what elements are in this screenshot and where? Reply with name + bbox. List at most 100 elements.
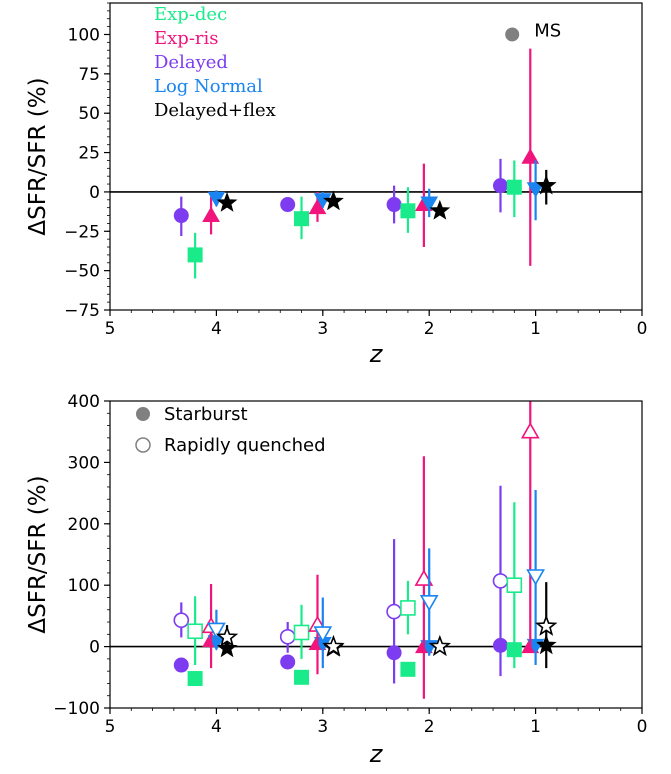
legend-starburst-label: Starburst xyxy=(164,404,248,425)
bottom-data-point xyxy=(520,422,540,439)
top-data-point xyxy=(280,197,296,213)
top-panel: 5 4 3 2 1 0 −75 −50 −25 0 25 50 75 100 Exp-dec Exp-ris… xyxy=(25,2,648,368)
bottom-data-point xyxy=(293,624,310,641)
bottom-y-tick-label: −100 xyxy=(53,699,100,719)
legend-ms-label: MS xyxy=(534,20,561,41)
legend-entry-log-normal: Log Normal xyxy=(154,76,263,97)
bottom-panel: 5 4 3 2 1 0 −100 0 100 200 300 400 Starburst Rapidly… xyxy=(25,392,647,768)
bottom-y-axis-label: ΔSFR/SFR (%) xyxy=(25,475,51,633)
top-legend: Exp-dec Exp-ris Delayed Log Normal Delayed+f… xyxy=(154,4,561,121)
bottom-x-tick-label: 3 xyxy=(317,717,328,737)
top-y-tick-label: −50 xyxy=(64,262,100,282)
bottom-data-point xyxy=(386,603,402,620)
top-x-tick-label: 1 xyxy=(530,319,541,339)
top-data-point xyxy=(216,192,238,212)
top-data-point xyxy=(202,206,220,223)
top-x-tick-label: 4 xyxy=(211,319,222,339)
legend-entry-exp-ris: Exp-ris xyxy=(154,28,219,49)
top-series-delayed-flex xyxy=(216,169,557,220)
bottom-data-point xyxy=(173,657,189,673)
bottom-y-tick-label: 400 xyxy=(68,392,100,412)
top-data-point xyxy=(535,174,557,195)
bottom-data-point xyxy=(506,577,523,594)
top-y-tick-label: 75 xyxy=(78,65,100,85)
bottom-data-point xyxy=(414,569,434,586)
top-y-tick-label: −25 xyxy=(64,222,100,242)
top-y-tick-label: 0 xyxy=(89,183,100,203)
bottom-data-point xyxy=(400,600,416,616)
bottom-axes-layer: 5 4 3 2 1 0 −100 0 100 200 300 400 xyxy=(53,392,647,737)
top-data-point xyxy=(207,191,226,208)
top-data-point xyxy=(294,211,310,227)
top-x-tick-label: 5 xyxy=(105,319,116,339)
top-data-point xyxy=(506,179,522,195)
top-data-point xyxy=(420,196,439,212)
legend-rapidly-quenched-label: Rapidly quenched xyxy=(164,435,326,456)
top-y-tick-label: 25 xyxy=(78,144,100,164)
top-y-tick-label: 50 xyxy=(78,104,100,124)
top-axes-layer: 5 4 3 2 1 0 −75 −50 −25 0 25 50 75 100 xyxy=(64,2,648,339)
bottom-data-point xyxy=(322,634,345,657)
bottom-x-tick-label: 1 xyxy=(530,717,541,737)
bottom-data-point xyxy=(215,625,239,647)
bottom-data-point xyxy=(279,628,296,645)
bottom-series-log-normal-open xyxy=(207,490,545,669)
top-plot-frame xyxy=(109,2,643,311)
bottom-data-point xyxy=(187,623,203,640)
bottom-plot-frame xyxy=(109,400,643,709)
bottom-data-point xyxy=(294,669,310,685)
bottom-x-tick-label: 2 xyxy=(424,717,435,737)
top-data-point xyxy=(429,199,451,220)
bottom-series-exp-ris xyxy=(202,631,540,654)
bottom-data-point xyxy=(207,622,226,640)
bottom-data-point xyxy=(187,671,203,687)
top-data-point xyxy=(492,178,508,194)
top-data-point xyxy=(526,182,545,198)
legend-entry-delayed-flex: Delayed+flex xyxy=(154,100,276,121)
bottom-x-axis-label: z xyxy=(369,740,384,768)
bottom-series-exp-dec xyxy=(187,642,522,687)
bottom-data-point xyxy=(280,654,296,670)
bottom-y-tick-label: 200 xyxy=(68,515,100,535)
legend-entry-exp-dec: Exp-dec xyxy=(154,4,227,25)
top-y-tick-label: −75 xyxy=(64,301,100,321)
bottom-y-tick-label: 100 xyxy=(68,576,100,596)
bottom-y-tick-label: 0 xyxy=(89,638,100,658)
top-series-log-normal xyxy=(207,160,545,221)
bottom-series-exp-dec-open xyxy=(187,502,523,669)
top-y-tick-label: 100 xyxy=(68,25,100,45)
top-x-tick-label: 0 xyxy=(637,319,648,339)
bottom-x-tick-label: 0 xyxy=(637,717,648,737)
top-data-point xyxy=(187,247,203,263)
bottom-data-point xyxy=(313,626,333,643)
top-x-axis-label: z xyxy=(369,340,384,368)
top-data-point xyxy=(308,198,327,215)
bottom-series-layer xyxy=(110,401,642,699)
bottom-x-tick-label: 4 xyxy=(211,717,222,737)
bottom-series-delayed-flex-open xyxy=(215,582,558,669)
top-data-point xyxy=(323,190,344,211)
legend-entry-delayed: Delayed xyxy=(154,52,228,73)
bottom-data-point xyxy=(526,569,545,586)
bottom-data-point xyxy=(400,661,416,677)
legend-rapidly-quenched-marker xyxy=(135,437,151,453)
legend-ms-marker xyxy=(505,27,520,42)
top-data-point xyxy=(400,203,416,219)
top-data-point xyxy=(173,208,189,224)
bottom-data-point xyxy=(428,634,452,657)
top-data-point xyxy=(386,197,402,213)
legend-starburst-marker xyxy=(136,407,150,421)
top-x-tick-label: 2 xyxy=(424,319,435,339)
bottom-x-tick-label: 5 xyxy=(105,717,116,737)
top-data-point xyxy=(521,148,540,164)
top-series-exp-dec xyxy=(187,160,522,279)
top-y-axis-label: ΔSFR/SFR (%) xyxy=(25,77,51,235)
top-series-layer xyxy=(110,48,642,279)
bottom-legend: Starburst Rapidly quenched xyxy=(135,404,326,456)
bottom-data-point xyxy=(535,614,558,636)
bottom-y-tick-label: 300 xyxy=(68,453,100,473)
top-series-exp-ris xyxy=(202,48,540,266)
bottom-data-point xyxy=(419,594,439,612)
bottom-data-point xyxy=(173,612,190,628)
